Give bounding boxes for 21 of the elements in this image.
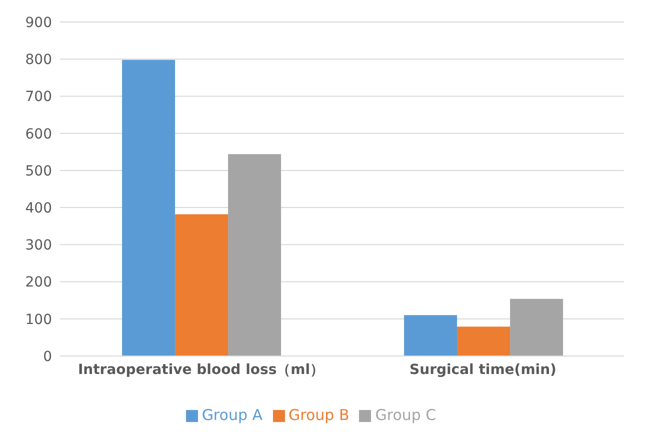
bar (404, 315, 458, 356)
x-tick-label: Intraoperative blood loss（ml） (78, 362, 324, 378)
legend-label: Group C (375, 406, 436, 424)
y-tick-label: 700 (25, 89, 52, 106)
y-tick-label: 400 (25, 200, 52, 217)
y-tick-label: 300 (25, 238, 52, 254)
y-tick-label: 800 (25, 52, 52, 68)
legend-label: Group A (202, 406, 263, 424)
y-tick-label: 900 (25, 14, 52, 31)
bar (175, 214, 228, 356)
legend-label: Group B (288, 406, 350, 424)
y-tick-label: 600 (25, 126, 52, 142)
x-tick-label: Surgical time(min) (410, 362, 556, 378)
y-tick-label: 100 (25, 312, 52, 328)
y-tick-label: 0 (43, 348, 52, 365)
bar (510, 298, 564, 356)
bar (457, 326, 510, 356)
bar (228, 154, 282, 356)
bar (122, 60, 176, 356)
y-tick-label: 500 (25, 163, 52, 180)
y-tick-label: 200 (25, 274, 52, 291)
